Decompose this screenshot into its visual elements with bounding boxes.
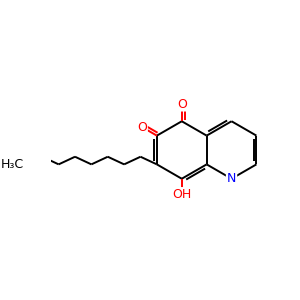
Text: H₃C: H₃C — [0, 158, 23, 171]
Text: N: N — [227, 172, 236, 185]
Text: O: O — [177, 98, 187, 110]
Text: OH: OH — [172, 188, 191, 201]
Text: O: O — [137, 121, 147, 134]
